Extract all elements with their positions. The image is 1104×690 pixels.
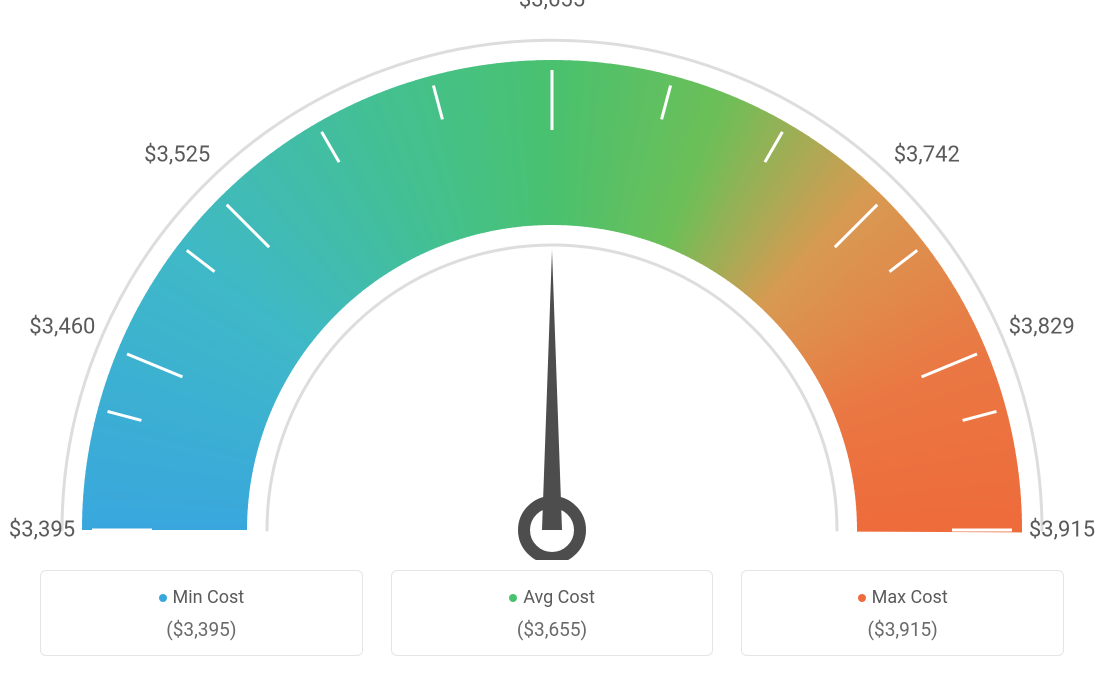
gauge-tick-label: $3,915: [1029, 518, 1095, 543]
legend-card-max: Max Cost ($3,915): [741, 570, 1064, 656]
gauge-tick-label: $3,525: [144, 143, 210, 168]
legend-title-min: Min Cost: [51, 587, 352, 608]
legend-title-text: Avg Cost: [523, 587, 595, 608]
gauge-chart: $3,395 $3,460 $3,525 $3,655 $3,742 $3,829 $3,9…: [0, 0, 1104, 560]
legend-title-text: Max Cost: [872, 587, 948, 608]
legend-dot-icon: [858, 594, 866, 602]
legend-value-max: ($3,915): [752, 618, 1053, 641]
legend-title-max: Max Cost: [752, 587, 1053, 608]
gauge-tick-label: $3,829: [1009, 315, 1075, 340]
legend-title-avg: Avg Cost: [402, 587, 703, 608]
legend-dot-icon: [159, 594, 167, 602]
gauge-svg: [0, 0, 1104, 560]
legend-dot-icon: [509, 594, 517, 602]
gauge-tick-label: $3,460: [29, 315, 95, 340]
legend-title-text: Min Cost: [173, 587, 245, 608]
legend-card-min: Min Cost ($3,395): [40, 570, 363, 656]
gauge-tick-label: $3,742: [894, 143, 960, 168]
legend-value-min: ($3,395): [51, 618, 352, 641]
legend-card-avg: Avg Cost ($3,655): [391, 570, 714, 656]
legend-row: Min Cost ($3,395) Avg Cost ($3,655) Max …: [0, 570, 1104, 656]
gauge-tick-label: $3,395: [9, 518, 75, 543]
gauge-tick-label: $3,655: [519, 0, 585, 13]
legend-value-avg: ($3,655): [402, 618, 703, 641]
